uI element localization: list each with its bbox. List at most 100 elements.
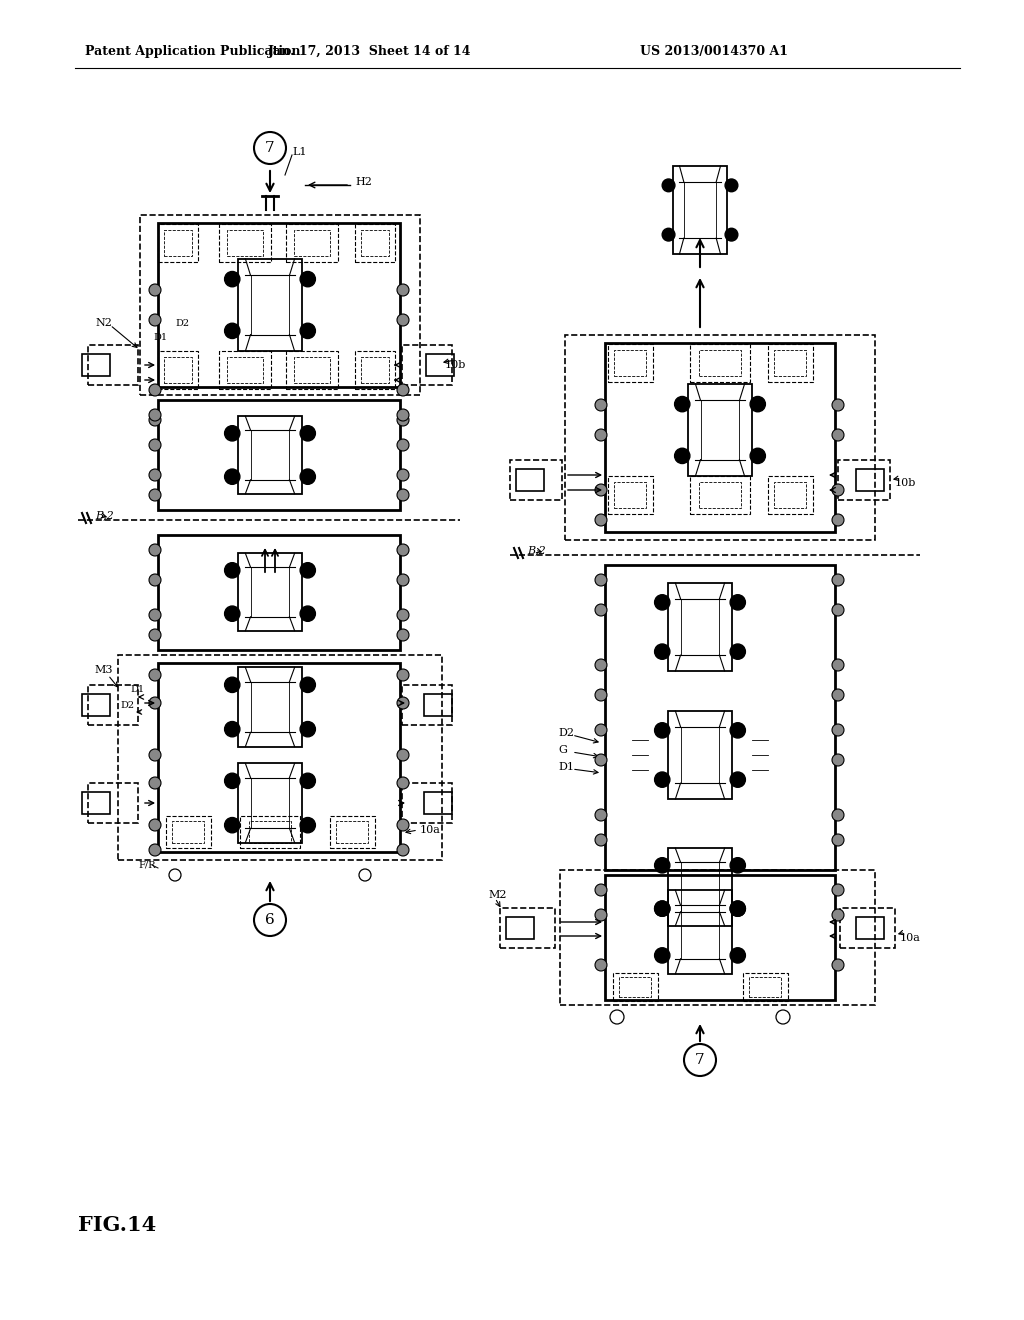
Text: D1: D1 [130,685,144,694]
Text: 6: 6 [265,913,274,927]
Bar [424,792,452,814]
Bar [226,230,263,256]
Circle shape [150,284,161,296]
Circle shape [300,774,315,788]
Circle shape [595,399,607,411]
Bar [286,224,338,261]
Bar [294,356,330,383]
Bar [768,477,812,513]
Text: L1: L1 [292,147,306,157]
Circle shape [831,484,844,496]
Circle shape [150,469,161,480]
Bar [426,354,454,376]
Circle shape [224,469,240,484]
Bar [614,350,646,376]
Bar [668,711,732,799]
Circle shape [150,630,161,642]
Bar [699,350,741,376]
Text: US 2013/0014370 A1: US 2013/0014370 A1 [640,45,788,58]
Bar [82,792,110,814]
Text: M2: M2 [488,890,507,900]
Text: Patent Application Publication: Patent Application Publication [85,45,300,58]
Text: N2: N2 [95,318,112,327]
Bar [238,259,302,351]
Circle shape [831,399,844,411]
Circle shape [725,228,738,242]
Bar [240,816,300,847]
Bar [605,343,835,532]
Circle shape [150,748,161,762]
Bar [286,351,338,389]
Text: D2: D2 [175,318,189,327]
Circle shape [397,609,409,620]
Text: H2: H2 [355,177,372,187]
Bar [82,354,110,376]
Circle shape [831,909,844,921]
Circle shape [224,606,240,622]
Bar [88,783,138,822]
Circle shape [730,858,745,873]
Circle shape [654,772,670,787]
Bar [687,384,753,477]
Circle shape [675,449,690,463]
Bar [742,973,787,1001]
Circle shape [730,644,745,659]
Circle shape [654,858,670,873]
Bar [668,583,732,671]
Text: F/R: F/R [138,861,156,870]
Circle shape [224,677,240,693]
Bar [336,821,368,843]
Circle shape [397,284,409,296]
Bar [620,977,650,997]
Text: M3: M3 [94,665,113,675]
Circle shape [150,669,161,681]
Bar [510,459,562,500]
Bar [361,230,389,256]
Bar [774,350,806,376]
Circle shape [663,228,675,242]
Circle shape [397,544,409,556]
Circle shape [831,689,844,701]
Circle shape [675,396,690,412]
Circle shape [730,772,745,787]
Bar [219,351,271,389]
Bar [774,482,806,508]
Circle shape [397,843,409,855]
Circle shape [300,677,315,693]
Circle shape [224,722,240,737]
Bar [158,223,400,387]
Circle shape [663,180,675,191]
Circle shape [224,817,240,833]
Circle shape [224,774,240,788]
Circle shape [150,314,161,326]
Bar [140,215,420,395]
Circle shape [595,754,607,766]
Circle shape [397,469,409,480]
Circle shape [595,429,607,441]
Bar [355,224,395,261]
Circle shape [595,484,607,496]
Circle shape [397,630,409,642]
Circle shape [831,429,844,441]
Circle shape [397,414,409,426]
Circle shape [300,323,315,338]
Circle shape [397,697,409,709]
Bar [238,763,302,842]
Bar [226,356,263,383]
Circle shape [831,723,844,737]
Text: D1: D1 [153,334,167,342]
Circle shape [595,659,607,671]
Bar [238,668,302,747]
Circle shape [730,902,745,916]
Circle shape [397,440,409,451]
Bar [118,655,442,861]
Circle shape [725,180,738,191]
Bar [402,685,452,725]
Bar [605,875,835,1001]
Text: 10a: 10a [900,933,921,942]
Bar [516,469,544,491]
Bar [614,482,646,508]
Bar [164,230,193,256]
Bar [607,345,652,381]
Circle shape [397,314,409,326]
